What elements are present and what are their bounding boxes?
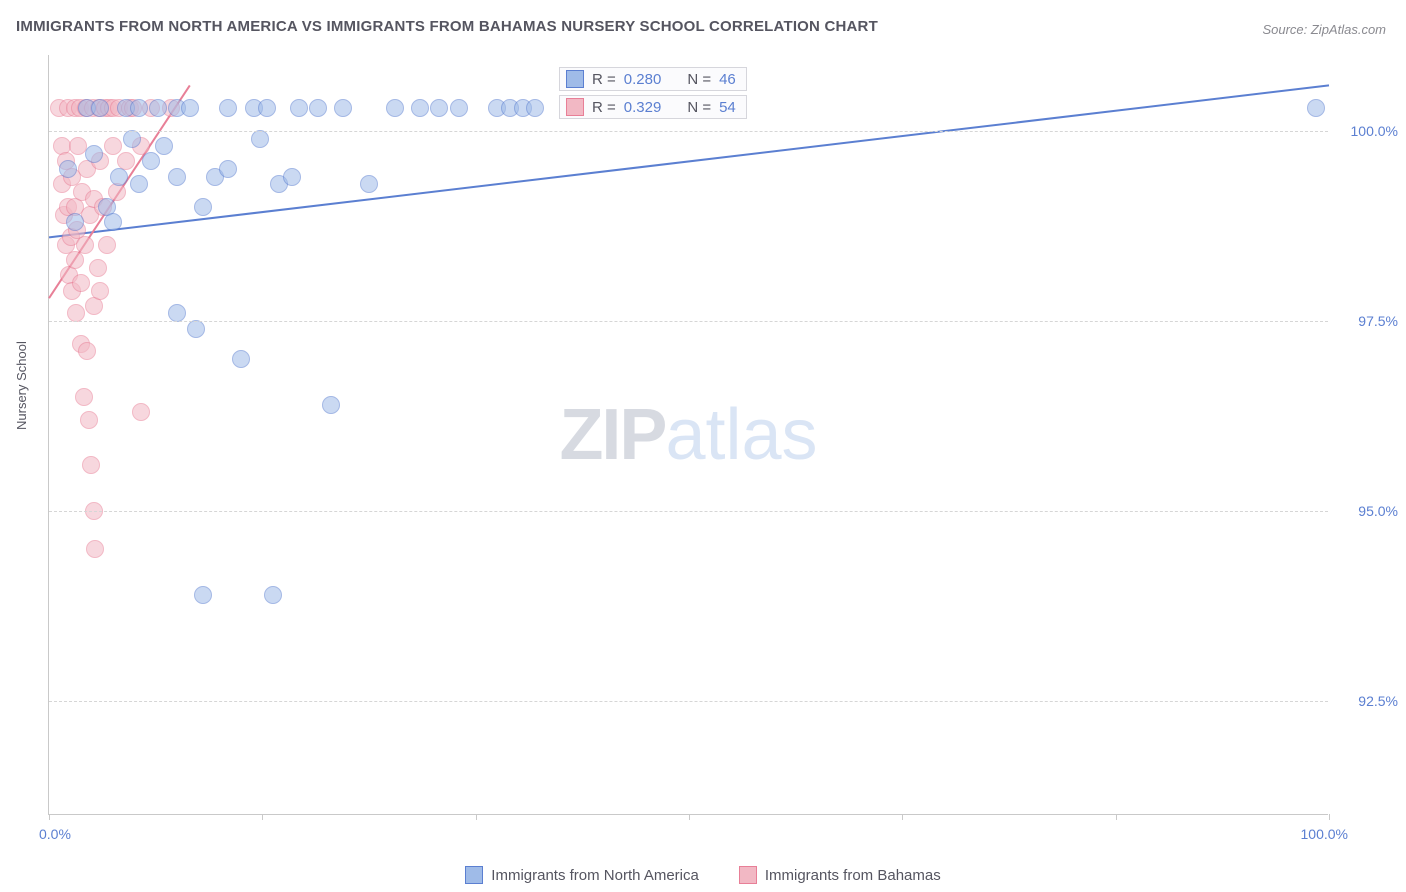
data-point bbox=[258, 99, 276, 117]
x-tick bbox=[689, 814, 690, 820]
data-point bbox=[219, 99, 237, 117]
data-point bbox=[168, 304, 186, 322]
data-point bbox=[309, 99, 327, 117]
data-point bbox=[322, 396, 340, 414]
legend-stats-a: R = 0.280 N = 46 bbox=[559, 67, 747, 91]
y-axis-label: Nursery School bbox=[14, 341, 29, 430]
source-label: Source: ZipAtlas.com bbox=[1262, 22, 1386, 37]
bottom-legend: Immigrants from North America Immigrants… bbox=[0, 866, 1406, 884]
data-point bbox=[86, 540, 104, 558]
data-point bbox=[91, 282, 109, 300]
data-point bbox=[155, 137, 173, 155]
data-point bbox=[187, 320, 205, 338]
data-point bbox=[219, 160, 237, 178]
data-point bbox=[72, 274, 90, 292]
x-tick bbox=[49, 814, 50, 820]
data-point bbox=[411, 99, 429, 117]
bottom-legend-label-a: Immigrants from North America bbox=[491, 867, 699, 884]
y-tick-label: 92.5% bbox=[1358, 693, 1398, 709]
data-point bbox=[66, 251, 84, 269]
data-point bbox=[80, 411, 98, 429]
data-point bbox=[168, 168, 186, 186]
x-tick bbox=[262, 814, 263, 820]
legend-r-label-b: R = bbox=[592, 99, 616, 116]
y-tick-label: 95.0% bbox=[1358, 503, 1398, 519]
gridline bbox=[49, 321, 1328, 322]
data-point bbox=[66, 213, 84, 231]
data-point bbox=[130, 99, 148, 117]
data-point bbox=[104, 137, 122, 155]
legend-r-label-a: R = bbox=[592, 71, 616, 88]
legend-n-label-b: N = bbox=[687, 99, 711, 116]
data-point bbox=[526, 99, 544, 117]
x-tick bbox=[902, 814, 903, 820]
legend-r-value-a: 0.280 bbox=[624, 71, 662, 88]
data-point bbox=[194, 586, 212, 604]
legend-n-value-b: 54 bbox=[719, 99, 736, 116]
legend-swatch-a bbox=[566, 70, 584, 88]
x-tick-label-max: 100.0% bbox=[1301, 826, 1348, 842]
data-point bbox=[334, 99, 352, 117]
data-point bbox=[251, 130, 269, 148]
data-point bbox=[430, 99, 448, 117]
data-point bbox=[85, 145, 103, 163]
data-point bbox=[360, 175, 378, 193]
gridline bbox=[49, 131, 1328, 132]
data-point bbox=[89, 259, 107, 277]
data-point bbox=[283, 168, 301, 186]
data-point bbox=[130, 175, 148, 193]
data-point bbox=[82, 456, 100, 474]
data-point bbox=[91, 99, 109, 117]
x-tick bbox=[1329, 814, 1330, 820]
data-point bbox=[1307, 99, 1325, 117]
data-point bbox=[149, 99, 167, 117]
gridline bbox=[49, 511, 1328, 512]
data-point bbox=[78, 342, 96, 360]
legend-stats-b: R = 0.329 N = 54 bbox=[559, 95, 747, 119]
data-point bbox=[59, 160, 77, 178]
data-point bbox=[67, 304, 85, 322]
x-tick bbox=[1116, 814, 1117, 820]
legend-swatch-b bbox=[566, 98, 584, 116]
plot-area: ZIPatlas R = 0.280 N = 46 R = 0.329 N = … bbox=[48, 55, 1328, 815]
data-point bbox=[194, 198, 212, 216]
data-point bbox=[264, 586, 282, 604]
data-point bbox=[110, 168, 128, 186]
data-point bbox=[181, 99, 199, 117]
data-point bbox=[75, 388, 93, 406]
data-point bbox=[450, 99, 468, 117]
data-point bbox=[132, 403, 150, 421]
data-point bbox=[142, 152, 160, 170]
data-point bbox=[76, 236, 94, 254]
data-point bbox=[290, 99, 308, 117]
data-point bbox=[232, 350, 250, 368]
legend-n-label-a: N = bbox=[687, 71, 711, 88]
bottom-legend-swatch-a bbox=[465, 866, 483, 884]
legend-r-value-b: 0.329 bbox=[624, 99, 662, 116]
legend-n-value-a: 46 bbox=[719, 71, 736, 88]
bottom-legend-swatch-b bbox=[739, 866, 757, 884]
y-tick-label: 97.5% bbox=[1358, 313, 1398, 329]
data-point bbox=[386, 99, 404, 117]
data-point bbox=[104, 213, 122, 231]
chart-title: IMMIGRANTS FROM NORTH AMERICA VS IMMIGRA… bbox=[16, 18, 878, 35]
bottom-legend-label-b: Immigrants from Bahamas bbox=[765, 867, 941, 884]
data-point bbox=[98, 236, 116, 254]
x-tick-label-min: 0.0% bbox=[39, 826, 71, 842]
data-point bbox=[123, 130, 141, 148]
x-tick bbox=[476, 814, 477, 820]
gridline bbox=[49, 701, 1328, 702]
bottom-legend-item-a: Immigrants from North America bbox=[465, 866, 699, 884]
bottom-legend-item-b: Immigrants from Bahamas bbox=[739, 866, 941, 884]
y-tick-label: 100.0% bbox=[1351, 123, 1398, 139]
